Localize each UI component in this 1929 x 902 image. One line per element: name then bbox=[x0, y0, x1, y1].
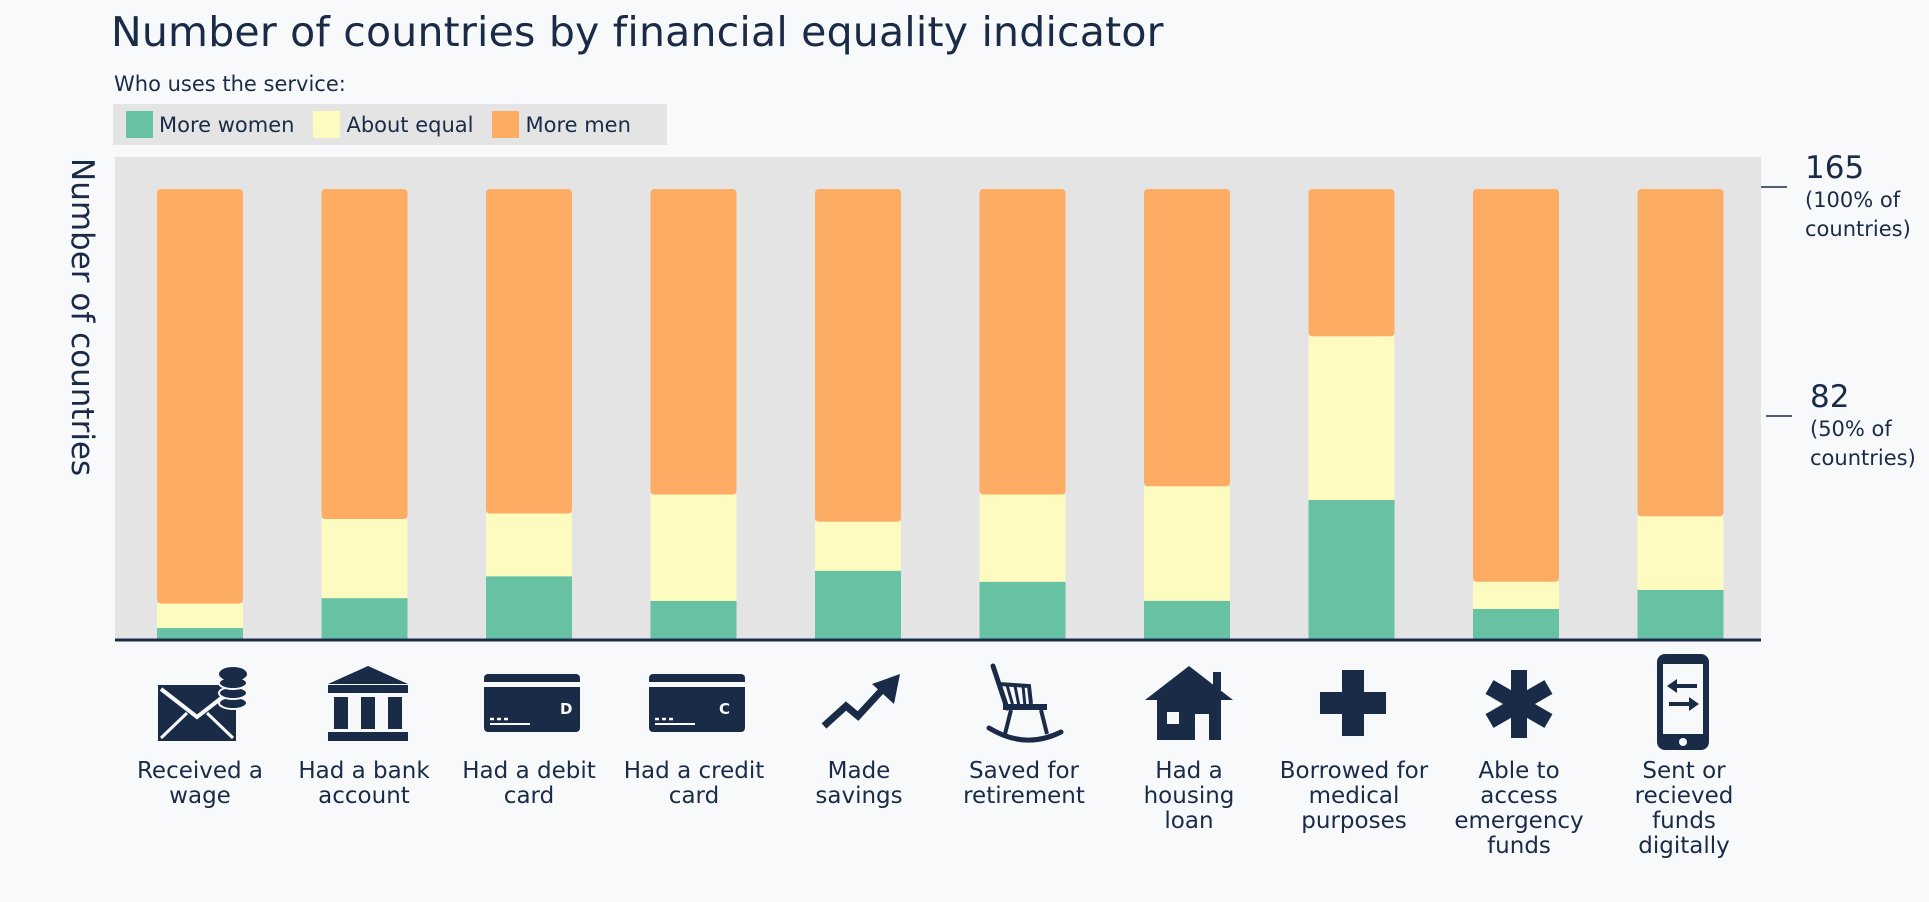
bar-segment-more-men bbox=[321, 189, 408, 519]
bar-segment-more-men bbox=[815, 189, 901, 522]
category-label: Able to access emergency funds bbox=[1439, 759, 1599, 859]
chart-title: Number of countries by financial equalit… bbox=[111, 8, 1164, 56]
category-label: Received a wage bbox=[120, 759, 280, 809]
house-icon bbox=[1145, 666, 1233, 740]
medical-cross-icon bbox=[1320, 670, 1386, 736]
legend-item-about-equal: About equal bbox=[313, 111, 473, 138]
y-tick-mid-value: 82 bbox=[1810, 379, 1850, 415]
bar-segment-about-equal bbox=[815, 521, 901, 571]
legend-label-about-equal: About equal bbox=[346, 112, 474, 137]
bank-icon bbox=[328, 666, 408, 741]
category-label-line: Able to bbox=[1478, 758, 1560, 784]
category-label-line: Made bbox=[827, 758, 891, 784]
y-tick-top-label: (100% of countries) bbox=[1805, 188, 1911, 241]
category-label-line: medical bbox=[1308, 783, 1400, 809]
bar-segment-more-men bbox=[650, 189, 737, 495]
category-label-line: funds bbox=[1652, 808, 1716, 834]
bar-segment-about-equal bbox=[1308, 336, 1395, 500]
category-label-line: Received a bbox=[136, 758, 264, 784]
credit-card-icon: C bbox=[649, 674, 745, 732]
debit-card-icon: D bbox=[484, 674, 580, 732]
legend-item-more-women: More women bbox=[126, 111, 294, 138]
bar-segment-about-equal bbox=[1473, 581, 1559, 609]
phone-transfer-icon bbox=[1657, 654, 1709, 750]
legend-swatch-about-equal bbox=[313, 111, 341, 138]
category-label-line: retirement bbox=[963, 783, 1085, 809]
asterisk-icon bbox=[1485, 670, 1553, 738]
category-label-line: purposes bbox=[1301, 808, 1407, 834]
bar-segment-more-women bbox=[1144, 600, 1230, 639]
y-tick-top-value: 165 bbox=[1805, 150, 1865, 186]
category-label-line: emergency bbox=[1454, 808, 1584, 834]
bar-segment-about-equal bbox=[321, 519, 408, 599]
bar-segment-more-women bbox=[321, 598, 408, 639]
category-label-line: digitally bbox=[1638, 833, 1730, 859]
bar-segment-more-men bbox=[1473, 189, 1559, 582]
legend-swatch-more-women bbox=[126, 111, 153, 138]
category-label-line: Had a bbox=[1155, 758, 1223, 784]
bar-segment-about-equal bbox=[486, 513, 572, 577]
category-label-line: Had a debit bbox=[462, 758, 596, 784]
category-label-line: funds bbox=[1487, 833, 1551, 859]
category-label-line: Borrowed for bbox=[1279, 758, 1429, 784]
category-label-line: Saved for bbox=[969, 758, 1079, 784]
category-label-line: Had a credit bbox=[623, 758, 765, 784]
bar-segment-more-men bbox=[979, 189, 1066, 495]
category-label-line: access bbox=[1480, 783, 1558, 809]
credit-card-letter: C bbox=[719, 700, 730, 718]
category-label: Sent or recieved funds digitally bbox=[1604, 759, 1764, 859]
category-label: Saved for retirement bbox=[944, 759, 1104, 809]
bar-segment-more-men bbox=[1144, 189, 1230, 487]
category-label: Made savings bbox=[779, 759, 939, 809]
bar-segment-about-equal bbox=[650, 494, 737, 601]
y-axis-title: Number of countries bbox=[64, 158, 100, 477]
category-label-line: card bbox=[668, 783, 720, 809]
rocking-chair-icon bbox=[986, 663, 1064, 743]
bar-segment-about-equal bbox=[1637, 516, 1724, 590]
bar-segment-more-women bbox=[1637, 589, 1724, 639]
category-label-line: wage bbox=[169, 783, 231, 809]
category-label-line: Had a bank bbox=[298, 758, 430, 784]
bar-segment-more-women bbox=[650, 600, 737, 639]
category-label: Had a bank account bbox=[284, 759, 444, 809]
bar-segment-more-men bbox=[1637, 189, 1724, 517]
bar-segment-more-men bbox=[1308, 189, 1395, 337]
bar-segment-more-women bbox=[1308, 499, 1395, 639]
bar-segment-more-women bbox=[815, 570, 901, 639]
bar-segment-about-equal bbox=[979, 494, 1066, 582]
category-label-line: loan bbox=[1164, 808, 1214, 834]
legend-swatch-more-men bbox=[492, 111, 520, 138]
bar-segment-more-women bbox=[486, 576, 572, 639]
bar-segment-more-men bbox=[486, 189, 572, 514]
trend-up-icon bbox=[821, 674, 900, 729]
y-tick-mid: 82 (50% of countries) bbox=[1810, 379, 1928, 473]
category-label-line: card bbox=[503, 783, 555, 809]
bar-segment-more-women bbox=[979, 581, 1066, 639]
bar-segment-more-women bbox=[1473, 609, 1559, 639]
bar-segment-about-equal bbox=[1144, 486, 1230, 601]
legend-item-more-men: More men bbox=[492, 111, 631, 138]
category-label: Had a credit card bbox=[614, 759, 774, 809]
category-label: Borrowed for medical purposes bbox=[1274, 759, 1434, 834]
debit-card-letter: D bbox=[560, 700, 572, 718]
category-label-line: housing bbox=[1143, 783, 1235, 809]
legend-label-more-men: More men bbox=[525, 112, 631, 137]
bar-segment-more-women bbox=[157, 628, 243, 639]
category-label: Had a debit card bbox=[449, 759, 609, 809]
category-label-line: account bbox=[318, 783, 410, 809]
category-label-line: Sent or bbox=[1642, 758, 1726, 784]
bar-segment-more-men bbox=[157, 189, 243, 604]
category-label-line: savings bbox=[815, 783, 903, 809]
envelope-coins-icon bbox=[158, 667, 248, 741]
y-tick-mid-label: (50% of countries) bbox=[1810, 417, 1916, 470]
bar-segment-about-equal bbox=[157, 603, 243, 628]
legend-label-more-women: More women bbox=[159, 112, 295, 137]
category-label-line: recieved bbox=[1634, 783, 1734, 809]
category-label: Had a housing loan bbox=[1109, 759, 1269, 834]
legend: More women About equal More men bbox=[113, 104, 667, 145]
bars-group bbox=[157, 189, 1724, 639]
legend-title: Who uses the service: bbox=[114, 72, 346, 96]
y-tick-top: 165 (100% of countries) bbox=[1805, 150, 1925, 244]
